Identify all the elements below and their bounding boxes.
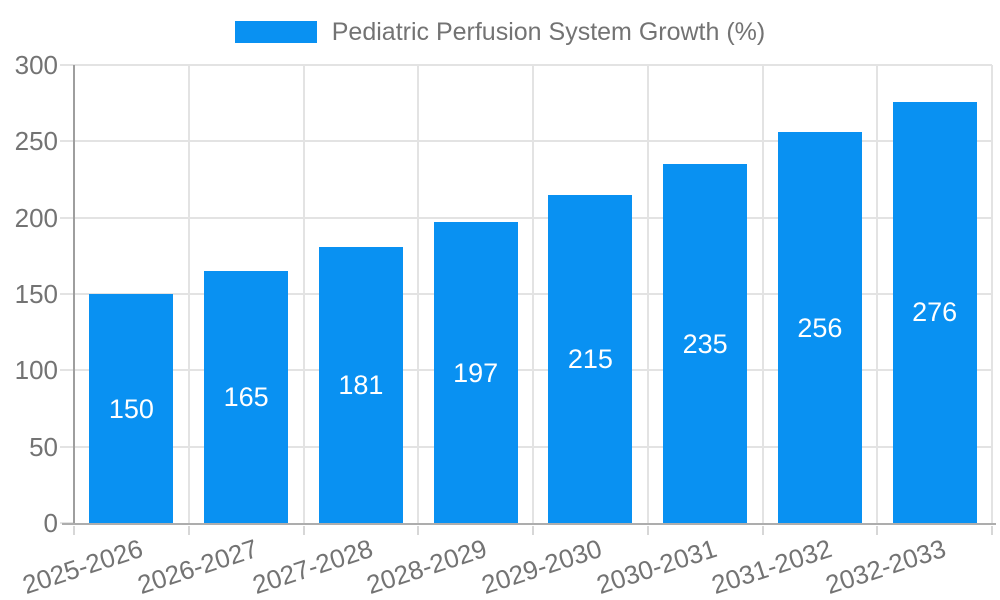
x-axis-tick-label: 2030-2031 (592, 533, 721, 600)
bar (777, 132, 862, 523)
bar (89, 294, 174, 523)
bar-value-label: 181 (338, 369, 384, 400)
gridline-vertical (646, 65, 649, 523)
x-tick-mark (73, 526, 75, 535)
y-axis-tick-label: 250 (14, 126, 58, 157)
bar (892, 101, 977, 523)
y-tick-mark (60, 64, 74, 66)
x-axis-tick-label: 2032-2033 (822, 533, 950, 600)
x-tick-mark (761, 526, 764, 535)
x-axis-tick-label: 2029-2030 (477, 533, 606, 600)
y-tick-mark (60, 140, 74, 143)
y-axis-tick-label: 200 (14, 202, 58, 233)
legend-swatch-icon (234, 21, 317, 43)
x-tick-mark (417, 526, 420, 535)
y-axis-tick-label: 300 (14, 50, 58, 80)
x-axis-tick-label: 2028-2029 (363, 533, 491, 600)
bar-value-label: 197 (453, 357, 499, 388)
bar (663, 164, 748, 523)
x-axis-tick-label: 2026-2027 (133, 533, 262, 600)
gridline-vertical (187, 65, 190, 523)
x-tick-mark (302, 526, 305, 535)
bar (204, 271, 289, 523)
x-tick-mark (532, 526, 534, 535)
bar-value-label: 215 (567, 343, 613, 374)
x-tick-mark (187, 526, 190, 535)
gridline-vertical (991, 65, 993, 523)
bar (318, 246, 403, 523)
gridline-vertical (302, 65, 305, 523)
bar (548, 194, 633, 523)
legend-label: Pediatric Perfusion System Growth (%) (331, 18, 766, 46)
y-axis-tick-label: 100 (14, 355, 58, 386)
x-axis-tick-label: 2025-2026 (18, 533, 147, 600)
y-tick-mark (60, 445, 74, 448)
x-axis-tick-label: 2027-2028 (248, 533, 376, 600)
x-axis-line (62, 523, 996, 525)
x-tick-mark (876, 526, 879, 535)
y-axis-tick-label: 50 (29, 431, 58, 462)
y-tick-mark (60, 293, 74, 295)
bar-value-label: 165 (223, 382, 269, 413)
bar-value-label: 256 (797, 312, 843, 343)
gridline-vertical (417, 65, 420, 523)
bar-value-label: 150 (108, 393, 154, 424)
x-tick-mark (646, 526, 649, 535)
y-axis-tick-label: 0 (43, 508, 58, 538)
y-tick-mark (60, 369, 74, 372)
bar (433, 222, 518, 523)
gridline-vertical (532, 65, 534, 523)
x-tick-mark (991, 526, 993, 535)
gridline-vertical (876, 65, 879, 523)
y-tick-mark (60, 216, 74, 219)
bar-value-label: 276 (912, 297, 958, 328)
y-axis-tick-label: 150 (14, 279, 58, 309)
gridline-vertical (761, 65, 764, 523)
chart-legend: Pediatric Perfusion System Growth (%) (0, 18, 1000, 46)
bar-value-label: 235 (682, 328, 728, 359)
y-axis-line (73, 65, 75, 525)
x-axis-tick-label: 2031-2032 (707, 533, 835, 600)
